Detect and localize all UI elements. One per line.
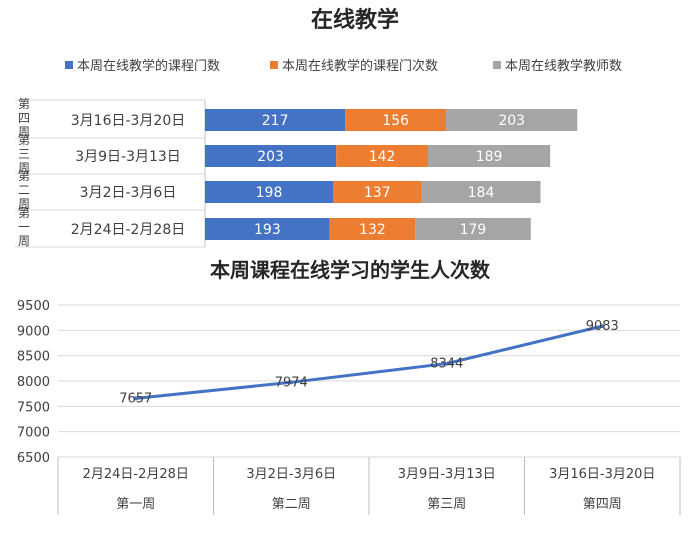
bar-data-label: 156 [382,113,409,129]
line-data-label: 7657 [119,391,152,406]
bar-segment [421,181,541,203]
line-data-label: 8344 [430,357,463,372]
line-data-label: 9083 [586,319,619,334]
bar-week-label-char: 第 [18,97,30,111]
line-x-group-label: 第二周 [272,497,311,512]
bar-segment [446,109,578,131]
legend-label-3: 本周在线教学教师数 [505,58,622,74]
bar-segment [205,181,333,203]
line-x-tick-label: 3月9日-3月13日 [398,467,496,482]
bar-chart-title: 在线教学 [311,7,399,33]
line-data-label: 7974 [275,375,308,390]
line-x-group-label: 第一周 [116,497,155,512]
line-point [289,380,294,385]
bar-week-label-char: 周 [18,125,30,139]
line-y-tick-label: 9000 [17,324,50,339]
line-y-tick-label: 7500 [17,400,50,415]
bar-week-label-char: 周 [18,234,30,248]
line-x-group-label: 第三周 [427,497,466,512]
bar-week-label-char: 第 [18,133,30,147]
bar-week-label-char: 二 [18,183,30,197]
bar-week-label-char: 周 [18,161,30,175]
legend-swatch-2 [270,61,278,69]
bar-segment [205,218,330,240]
legend-label-2: 本周在线教学的课程门次数 [282,58,438,74]
bar-data-label: 179 [460,222,487,238]
bar-week-label-char: 第 [18,206,30,220]
bar-category-label: 3月16日-3月20日 [71,113,186,129]
bar-chart-legend: 本周在线教学的课程门数 本周在线教学的课程门次数 本周在线教学教师数 [65,58,622,74]
line-y-tick-label: 7000 [17,426,50,441]
bar-category-label: 3月2日-3月6日 [80,185,177,201]
line-y-tick-label: 8000 [17,375,50,390]
bar-week-label-char: 三 [18,147,30,161]
bar-segment [415,218,531,240]
bar-data-label: 198 [256,185,283,201]
bar-data-label: 217 [262,113,289,129]
bar-segment [205,145,337,167]
legend-label-1: 本周在线教学的课程门数 [77,58,220,74]
line-x-tick-label: 3月2日-3月6日 [246,467,336,482]
bar-data-label: 132 [359,222,386,238]
bar-category-label: 2月24日-2月28日 [71,222,186,238]
bar-data-label: 189 [476,149,503,165]
bar-segment [345,109,447,131]
line-y-tick-label: 9500 [17,299,50,314]
bar-data-label: 193 [254,222,281,238]
bar-data-label: 137 [364,185,391,201]
line-point [600,324,605,329]
line-x-group-label: 第四周 [583,497,622,512]
legend-swatch-3 [493,61,501,69]
bar-segment [205,109,346,131]
bar-segment [332,181,422,203]
bar-data-label: 184 [468,185,495,201]
line-x-tick-label: 3月16日-3月20日 [549,467,655,482]
line-y-tick-label: 8500 [17,350,50,365]
bar-week-label-char: 周 [18,197,30,211]
line-series [135,324,603,400]
line-point [133,396,138,401]
bar-category-label: 3月9日-3月13日 [75,149,181,165]
legend-swatch-1 [65,61,73,69]
bar-segment [428,145,551,167]
bar-data-label: 203 [257,149,284,165]
bar-week-label-char: 第 [18,169,30,183]
bar-segment [329,218,416,240]
bar-week-label-char: 一 [18,220,30,234]
bar-week-label-char: 四 [18,111,30,125]
line-point [444,361,449,366]
line-x-tick-label: 2月24日-2月28日 [83,467,189,482]
bar-segment [336,145,429,167]
bar-data-label: 203 [498,113,525,129]
bar-data-label: 142 [369,149,396,165]
line-chart-title: 本周课程在线学习的学生人次数 [210,258,491,282]
line-chart-plot: 65007000750080008500900095002月24日-2月28日第… [17,299,681,515]
line-y-tick-label: 6500 [17,451,50,466]
